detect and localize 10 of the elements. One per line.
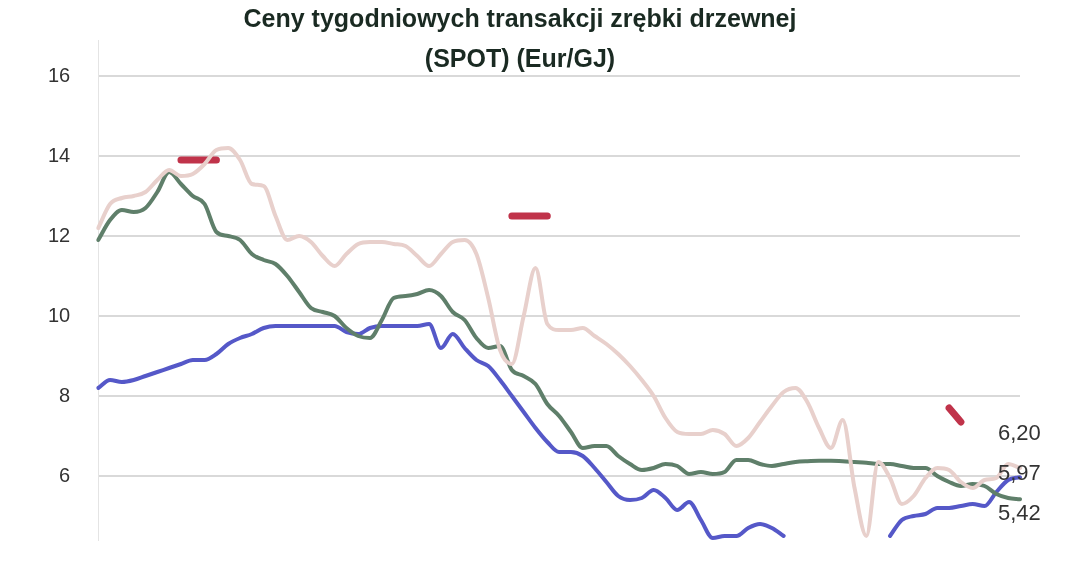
data-label: 5,42: [998, 499, 1041, 525]
y-tick-label: 10: [48, 303, 71, 326]
data-label: 6,20: [998, 419, 1041, 445]
y-tick-label: 14: [48, 143, 71, 166]
y-tick-label: 6: [59, 463, 71, 486]
y-tick-label: 16: [48, 63, 71, 86]
y-tick-label: 12: [48, 223, 71, 246]
data-label: 5,97: [998, 459, 1041, 485]
chart-title: Ceny tygodniowych transakcji zrębki drzewnej (SPOT) (Eur/GJ): [243, 3, 797, 72]
y-tick-label: 8: [59, 383, 71, 406]
